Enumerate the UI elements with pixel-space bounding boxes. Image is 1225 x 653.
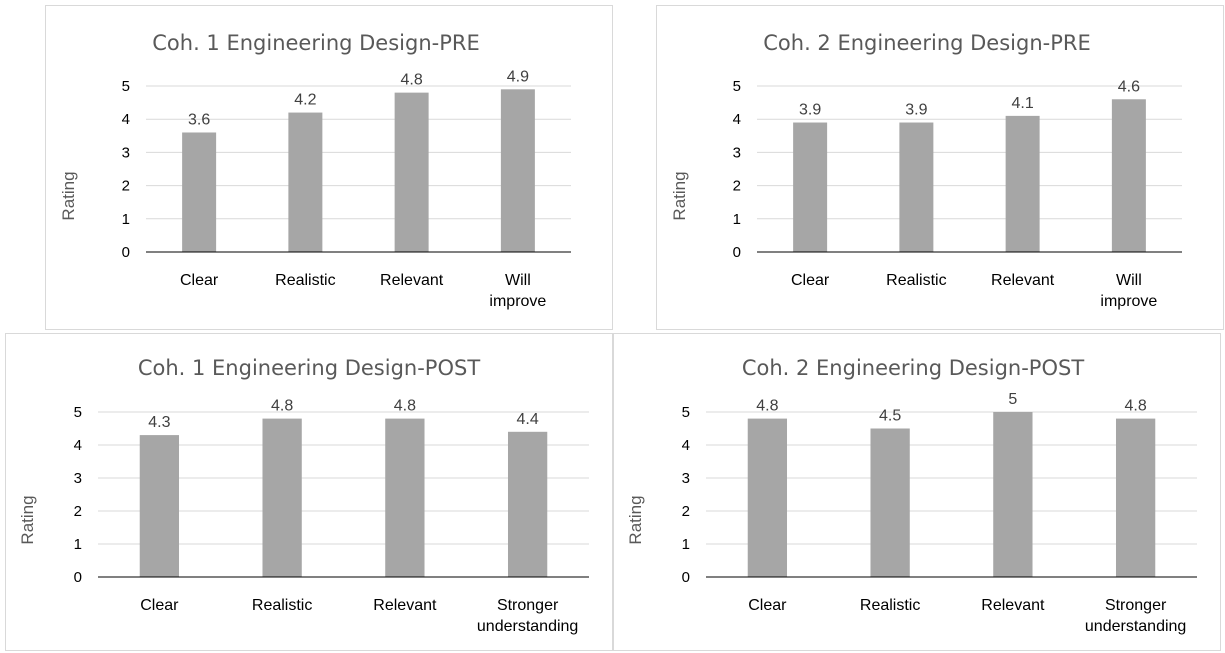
y-tick-label: 3 <box>122 144 130 161</box>
bar <box>993 412 1033 577</box>
data-label: 4.8 <box>271 398 293 415</box>
data-label: 4.8 <box>756 398 778 415</box>
chart-svg: Coh. 1 Engineering Design-POST 0 1 2 3 4 5 4.3 C… <box>18 356 589 635</box>
data-label: 4.3 <box>148 414 170 431</box>
y-tick-label: 5 <box>122 78 130 95</box>
chart-title: Coh. 1 Engineering Design-PRE <box>152 31 480 55</box>
y-tick-label: 5 <box>74 404 82 421</box>
y-tick-label: 2 <box>733 178 741 195</box>
chart-panel-coh1-post: Coh. 1 Engineering Design-POST 0 1 2 3 4 5 4.3 C… <box>5 333 613 651</box>
data-label: 4.4 <box>517 411 539 428</box>
chart-title: Coh. 1 Engineering Design-POST <box>138 356 480 380</box>
category-label: Clear <box>748 597 787 614</box>
category-label: Relevant <box>380 272 444 289</box>
bar <box>870 428 910 577</box>
data-label: 4.8 <box>401 72 423 89</box>
bar <box>747 418 788 577</box>
y-tick-label: 0 <box>122 244 130 261</box>
y-tick-label: 4 <box>682 437 690 454</box>
y-tick-label: 5 <box>733 78 741 95</box>
bar <box>1005 115 1040 252</box>
data-label: 4.2 <box>294 92 316 109</box>
chart-panel-coh2-post: Coh. 2 Engineering Design-POST 0 1 2 3 4 5 4.8 C… <box>613 333 1221 651</box>
category-label: Clear <box>140 597 179 614</box>
category-label: Realistic <box>252 597 312 614</box>
y-tick-label: 4 <box>122 111 130 128</box>
chart-svg: Coh. 2 Engineering Design-PRE 0 1 2 3 4 5 3.9 Cl… <box>670 31 1182 310</box>
chart-title: Coh. 2 Engineering Design-POST <box>742 356 1084 380</box>
y-axis-title: Rating <box>626 495 645 544</box>
category-label: improve <box>489 293 546 310</box>
data-label: 5 <box>1008 391 1017 408</box>
y-axis-title: Rating <box>18 495 37 544</box>
category-label: Realistic <box>886 272 946 289</box>
bar <box>288 112 323 252</box>
category-label: Relevant <box>373 597 437 614</box>
y-tick-label: 4 <box>733 111 741 128</box>
y-tick-label: 2 <box>682 503 690 520</box>
y-tick-label: 3 <box>682 470 690 487</box>
y-tick-label: 1 <box>682 536 690 553</box>
data-label: 4.9 <box>507 68 529 85</box>
bar <box>262 418 302 577</box>
chart-title: Coh. 2 Engineering Design-PRE <box>763 31 1091 55</box>
data-label: 3.9 <box>905 102 927 119</box>
bar <box>1115 418 1156 577</box>
category-label: Clear <box>180 272 219 289</box>
y-tick-label: 0 <box>74 569 82 586</box>
category-label: Realistic <box>275 272 335 289</box>
y-tick-label: 2 <box>74 503 82 520</box>
data-label: 4.5 <box>879 408 901 425</box>
category-label: understanding <box>1085 618 1186 635</box>
category-label: Relevant <box>991 272 1055 289</box>
category-label: Will <box>505 272 531 289</box>
y-tick-label: 1 <box>74 536 82 553</box>
bar <box>139 435 180 577</box>
chart-svg: Coh. 1 Engineering Design-PRE 0 1 2 3 4 5 3.6 Cl… <box>59 31 571 310</box>
category-label: understanding <box>477 618 578 635</box>
bar <box>394 92 429 252</box>
bar <box>793 122 828 253</box>
data-label: 4.1 <box>1012 95 1034 112</box>
category-label: Clear <box>791 272 830 289</box>
data-label: 3.9 <box>799 102 821 119</box>
category-label: Will <box>1116 272 1142 289</box>
y-tick-label: 2 <box>122 178 130 195</box>
bar <box>507 431 548 577</box>
y-tick-label: 0 <box>682 569 690 586</box>
category-label: Stronger <box>1105 597 1167 614</box>
y-tick-label: 4 <box>74 437 82 454</box>
y-tick-label: 0 <box>733 244 741 261</box>
y-axis-title: Rating <box>670 171 689 220</box>
data-label: 4.6 <box>1118 78 1140 95</box>
bar <box>385 418 425 577</box>
y-tick-label: 1 <box>122 211 130 228</box>
data-label: 4.8 <box>394 398 416 415</box>
bar <box>182 132 217 252</box>
chart-panel-coh1-pre: Coh. 1 Engineering Design-PRE 0 1 2 3 4 5 3.6 Cl… <box>45 5 613 330</box>
y-tick-label: 3 <box>74 470 82 487</box>
y-tick-label: 5 <box>682 404 690 421</box>
y-axis-title: Rating <box>59 171 78 220</box>
category-label: Relevant <box>981 597 1045 614</box>
category-label: Realistic <box>860 597 920 614</box>
bar <box>899 122 934 253</box>
chart-svg: Coh. 2 Engineering Design-POST 0 1 2 3 4 5 4.8 C… <box>626 356 1197 635</box>
bar <box>500 89 535 252</box>
category-label: improve <box>1100 293 1157 310</box>
bar <box>1111 99 1146 252</box>
y-tick-label: 3 <box>733 144 741 161</box>
data-label: 3.6 <box>188 111 210 128</box>
y-tick-label: 1 <box>733 211 741 228</box>
chart-panel-coh2-pre: Coh. 2 Engineering Design-PRE 0 1 2 3 4 5 3.9 Cl… <box>656 5 1224 330</box>
category-label: Stronger <box>497 597 559 614</box>
data-label: 4.8 <box>1125 398 1147 415</box>
